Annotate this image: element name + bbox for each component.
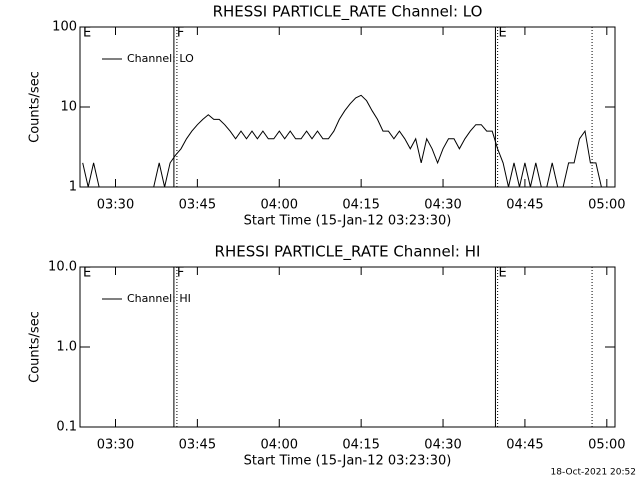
legend-label: Channel: HI bbox=[127, 292, 191, 305]
y-axis-label: Counts/sec bbox=[28, 71, 43, 143]
x-tick-label: 03:45 bbox=[179, 198, 216, 213]
chart-title: RHESSI PARTICLE_RATE Channel: HI bbox=[215, 243, 481, 262]
y-tick-label: 1 bbox=[69, 180, 77, 195]
footer: 18-Oct-2021 20:52 bbox=[551, 468, 636, 478]
y-axis-label: Counts/sec bbox=[28, 311, 43, 383]
x-tick-label: 03:30 bbox=[97, 198, 134, 213]
x-tick-label: 04:00 bbox=[261, 438, 298, 453]
legend-label: Channel: LO bbox=[127, 52, 194, 65]
marker-label: E bbox=[498, 266, 506, 281]
x-tick-label: 04:45 bbox=[506, 438, 543, 453]
y-tick-label: 1.0 bbox=[56, 340, 77, 355]
x-tick-label: 04:45 bbox=[506, 198, 543, 213]
marker-label: E bbox=[83, 26, 91, 41]
y-tick-label: 10 bbox=[60, 100, 77, 115]
x-tick-label: 04:00 bbox=[261, 198, 298, 213]
marker-label: F bbox=[177, 26, 184, 41]
y-tick-label: 100 bbox=[52, 20, 77, 35]
x-tick-label: 04:30 bbox=[424, 198, 461, 213]
x-tick-label: 03:30 bbox=[97, 438, 134, 453]
chart-title: RHESSI PARTICLE_RATE Channel: LO bbox=[213, 3, 483, 22]
x-tick-label: 05:00 bbox=[588, 438, 625, 453]
x-axis-label: Start Time (15-Jan-12 03:23:30) bbox=[244, 214, 452, 229]
marker-label: E bbox=[498, 26, 506, 41]
data-line bbox=[82, 94, 607, 188]
marker-label: E bbox=[83, 266, 91, 281]
x-tick-label: 05:00 bbox=[588, 198, 625, 213]
x-tick-label: 04:15 bbox=[342, 198, 379, 213]
x-tick-label: 03:45 bbox=[179, 438, 216, 453]
marker-label: F bbox=[177, 266, 184, 281]
y-tick-label: 0.1 bbox=[56, 420, 77, 435]
x-tick-label: 04:15 bbox=[342, 438, 379, 453]
y-tick-label: 10.0 bbox=[48, 260, 77, 275]
x-axis-label: Start Time (15-Jan-12 03:23:30) bbox=[244, 454, 452, 469]
x-tick-label: 04:30 bbox=[424, 438, 461, 453]
